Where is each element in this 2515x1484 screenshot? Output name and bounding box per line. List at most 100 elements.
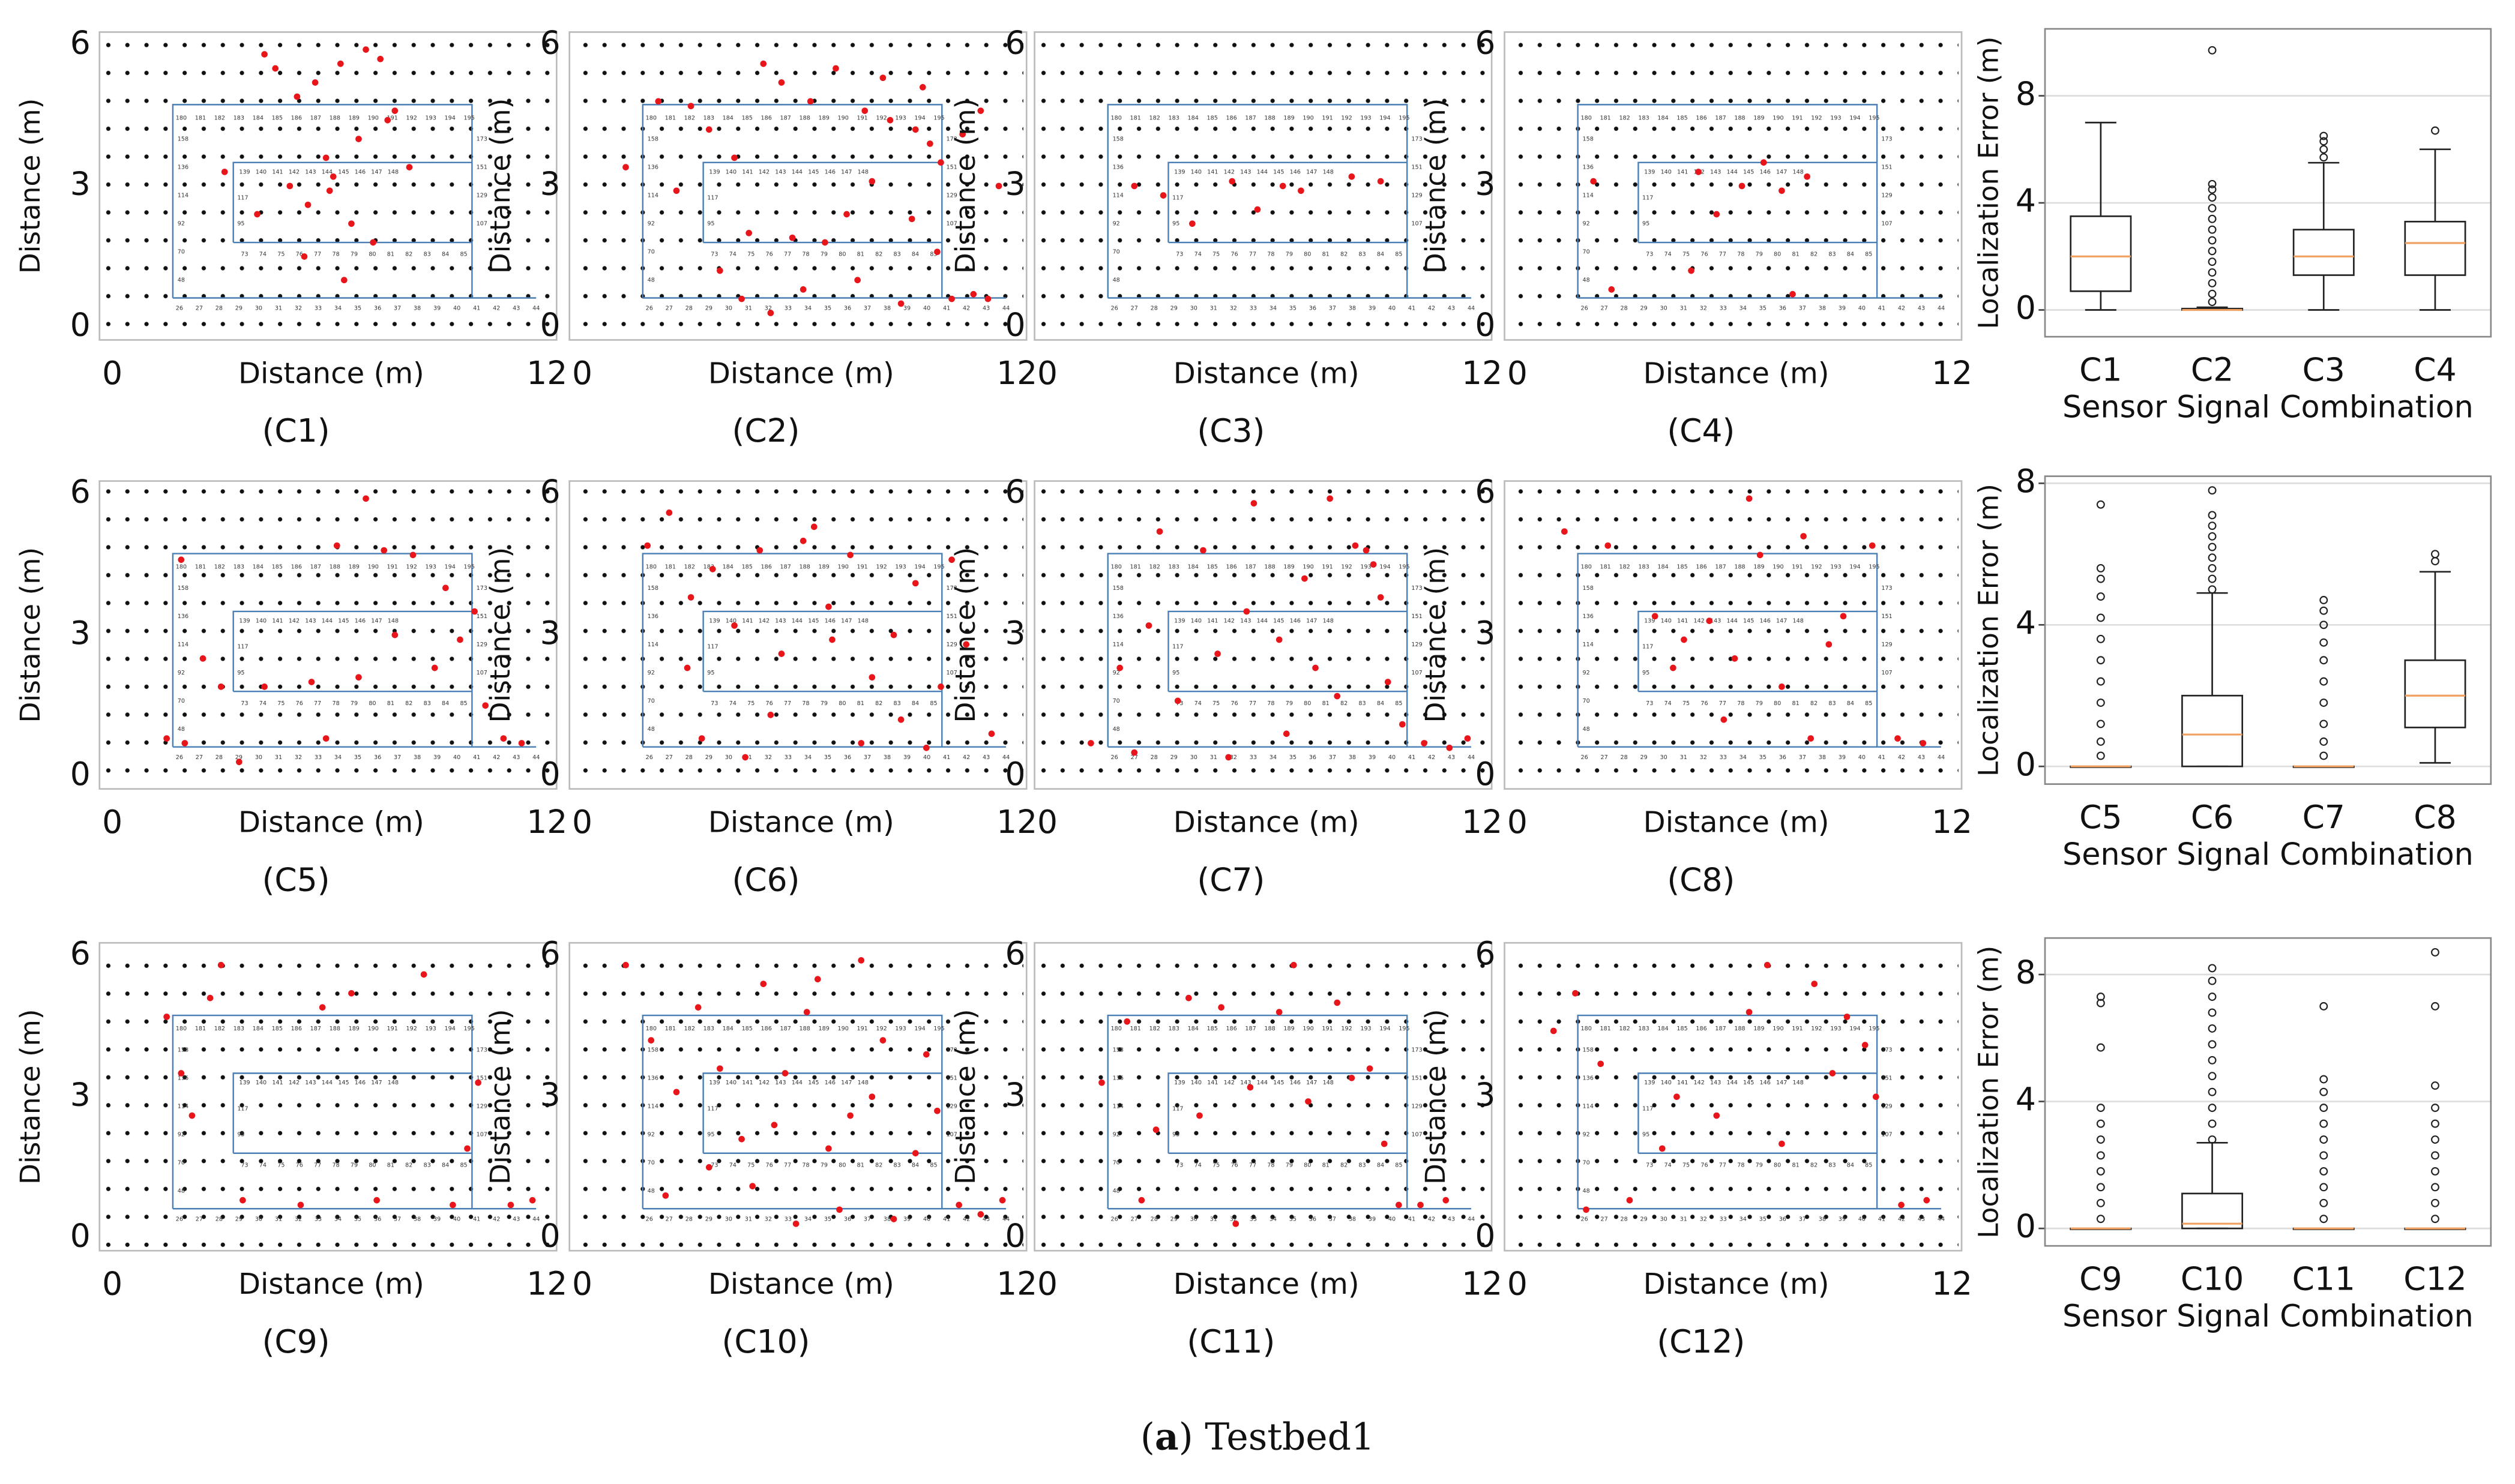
node-label: 48 — [178, 726, 185, 733]
node-label: 29 — [235, 305, 242, 312]
estimate-point — [858, 740, 865, 747]
node-label: 81 — [1322, 251, 1330, 258]
node-label: 38 — [414, 1216, 421, 1222]
node-label: 189 — [819, 1026, 830, 1032]
estimate-point — [738, 1135, 745, 1143]
node-label: 140 — [1661, 618, 1672, 625]
node-label: 77 — [784, 700, 791, 707]
box — [2181, 694, 2244, 768]
estimate-point — [529, 1197, 536, 1204]
node-label: 139 — [1174, 618, 1185, 625]
node-label: 147 — [371, 618, 382, 625]
node-label: 146 — [1290, 618, 1301, 625]
node-label: 85 — [1395, 1162, 1402, 1168]
y-tick-label: 0 — [1005, 1216, 1026, 1254]
panel-label: (C10) — [722, 1323, 810, 1360]
node-label: 43 — [983, 754, 990, 761]
y-axis-label: Distance (m) — [1420, 547, 1451, 723]
node-label: 70 — [1582, 249, 1589, 256]
y-axis-label: Distance (m) — [484, 98, 516, 274]
node-label: 139 — [1644, 169, 1655, 175]
node-label: 27 — [1131, 1216, 1138, 1222]
estimate-point — [927, 140, 933, 147]
node-label: 84 — [1377, 700, 1384, 707]
estimate-point — [1670, 664, 1676, 671]
node-label: 185 — [742, 115, 753, 121]
estimate-point — [1673, 1093, 1680, 1101]
node-label: 158 — [1582, 585, 1593, 592]
outlier — [2208, 532, 2217, 541]
floorplan-outer — [1577, 553, 1941, 748]
node-label: 32 — [1230, 305, 1237, 312]
node-label: 43 — [1918, 754, 1925, 761]
node-label: 39 — [433, 1216, 441, 1222]
node-label: 79 — [351, 700, 358, 707]
node-label: 193 — [1830, 1026, 1841, 1032]
node-label: 145 — [1743, 618, 1754, 625]
node-label: 188 — [800, 1026, 810, 1032]
x-tick-label: C8 — [2414, 798, 2456, 836]
node-label: 75 — [1212, 1162, 1220, 1168]
node-label: 181 — [1600, 563, 1610, 570]
estimate-point — [1840, 613, 1847, 620]
node-label: 43 — [1918, 305, 1925, 312]
node-label: 144 — [322, 618, 333, 625]
estimate-point — [1243, 608, 1250, 615]
x-tick-label: 12 — [1462, 803, 1502, 841]
node-label: 44 — [1938, 754, 1945, 761]
x-axis-label: Distance (m) — [1173, 356, 1360, 390]
node-label: 28 — [1151, 1216, 1158, 1222]
node-label: 70 — [1113, 1159, 1120, 1166]
outlier — [2208, 486, 2217, 495]
reference-grid — [103, 946, 553, 1248]
y-tick-label: 3 — [1475, 614, 1495, 652]
floorplan-outer — [1107, 553, 1471, 748]
estimate-point — [771, 1122, 778, 1129]
node-label: 158 — [648, 585, 658, 592]
node-label: 39 — [903, 1216, 911, 1222]
node-label: 35 — [1289, 754, 1297, 761]
node-label: 146 — [355, 1080, 366, 1086]
y-tick-label: 0 — [1005, 306, 1026, 344]
y-tick-label: 4 — [2016, 604, 2036, 641]
node-label: 192 — [1341, 1026, 1352, 1032]
estimate-point — [825, 1145, 832, 1152]
node-label: 81 — [1792, 251, 1799, 258]
outlier — [2096, 719, 2105, 728]
node-label: 83 — [424, 251, 431, 258]
node-label: 73 — [1646, 251, 1653, 258]
node-label: 31 — [275, 1216, 282, 1222]
estimate-point — [1145, 622, 1152, 629]
y-axis-label: Distance (m) — [950, 98, 981, 274]
node-label: 139 — [239, 618, 250, 625]
node-label: 84 — [1847, 251, 1854, 258]
estimate-point — [760, 981, 767, 987]
node-label: 151 — [947, 164, 957, 171]
node-label: 32 — [765, 754, 772, 761]
node-label: 117 — [707, 644, 718, 650]
x-tick-label: 0 — [102, 354, 122, 392]
node-label: 193 — [1360, 115, 1371, 121]
reference-grid — [1037, 484, 1489, 786]
reference-grid — [573, 946, 1023, 1248]
node-label: 184 — [1187, 563, 1198, 570]
node-label: 82 — [1340, 251, 1348, 258]
panel-label: (C12) — [1657, 1323, 1745, 1360]
node-label: 183 — [703, 115, 714, 121]
floorplan-inner — [232, 1072, 472, 1154]
node-label: 92 — [1582, 670, 1589, 676]
estimate-point — [326, 187, 333, 194]
x-tick-label: 12 — [1462, 1265, 1502, 1303]
node-label: 81 — [1322, 700, 1330, 707]
estimate-point — [1779, 683, 1785, 690]
estimate-point — [1695, 169, 1702, 175]
x-tick-label: C5 — [2079, 798, 2122, 836]
node-label: 33 — [1250, 305, 1257, 312]
x-tick-label: 12 — [526, 803, 567, 841]
y-tick-label: 3 — [1005, 1075, 1026, 1113]
node-label: 146 — [825, 169, 836, 175]
node-label: 44 — [532, 1216, 540, 1222]
node-label: 117 — [1642, 195, 1653, 202]
node-label: 194 — [1849, 115, 1860, 121]
estimate-point — [1188, 220, 1196, 227]
